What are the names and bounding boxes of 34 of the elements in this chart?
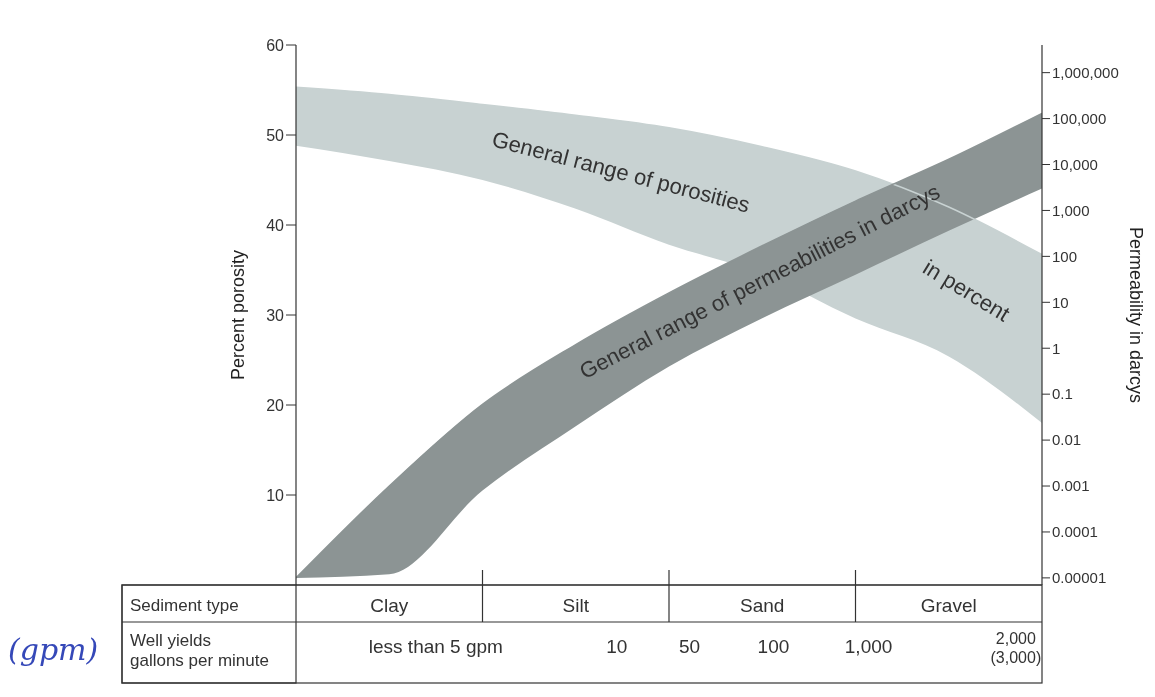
- y2-tick-label: 0.01: [1052, 431, 1082, 449]
- y2-tick-label: 1,000: [1052, 201, 1090, 219]
- text: General range of porosities: [489, 126, 753, 218]
- text: Well yields gallons per minute: [130, 631, 269, 670]
- y-tick-label: 30: [266, 306, 285, 324]
- x-tick-label: Clay: [370, 595, 409, 616]
- y2-tick-label: 100,000: [1052, 109, 1107, 127]
- y2-tick-label: 0.1: [1052, 385, 1073, 403]
- x-tick-label: Sand: [740, 595, 785, 616]
- x-axis-title: Sediment type: [130, 596, 239, 615]
- y-tick-label: 60: [266, 36, 285, 54]
- x-tick-label: Silt: [562, 595, 590, 616]
- y2-tick-label: 0.00001: [1052, 569, 1107, 587]
- text: 1,000: [844, 636, 893, 657]
- text: 10: [606, 636, 628, 657]
- y2-axis-title: Permeability in darcys: [1125, 226, 1146, 404]
- y2-tick-label: 100: [1052, 247, 1078, 265]
- y2-tick-label: 10,000: [1052, 155, 1098, 173]
- y-tick-label: 10: [266, 486, 285, 504]
- text: (gpm): [8, 632, 99, 667]
- y-tick-label: 20: [266, 396, 285, 414]
- text: 100: [757, 636, 790, 657]
- y-tick-label: 50: [266, 126, 285, 144]
- text: 50: [678, 636, 701, 657]
- y2-tick-label: 0.001: [1052, 477, 1090, 495]
- x-tick-label: Gravel: [920, 595, 977, 616]
- text: less than 5 gpm: [368, 636, 503, 657]
- y2-tick-label: 1: [1052, 339, 1061, 357]
- y2-tick-label: 10: [1052, 293, 1069, 311]
- y2-tick-label: 1,000,000: [1052, 63, 1119, 81]
- text: 2,000 (3,000): [990, 630, 1042, 666]
- y-tick-label: 40: [266, 216, 285, 234]
- y-axis-title: Percent porosity: [228, 249, 249, 381]
- y2-tick-label: 0.0001: [1052, 523, 1098, 541]
